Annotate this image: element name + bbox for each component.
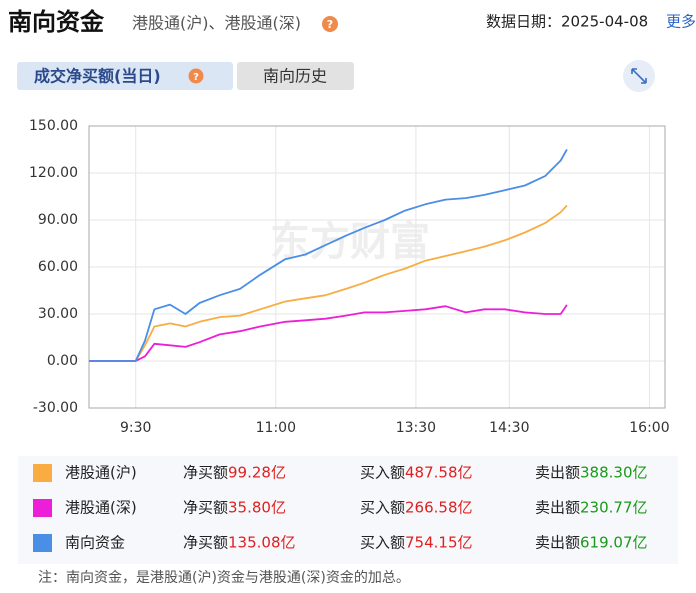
- summary-value: 754.15亿: [405, 534, 473, 552]
- summary-label: 净买额: [183, 499, 228, 517]
- series-line: [89, 304, 568, 362]
- summary-label: 净买额: [183, 464, 228, 482]
- tab-label[interactable]: 成交净买额(当日): [34, 67, 161, 86]
- x-tick-label: 11:00: [256, 420, 296, 436]
- series-line: [89, 204, 568, 362]
- help-icon[interactable]: ?: [327, 18, 333, 31]
- legend-label: 南向资金: [65, 534, 125, 552]
- summary-value: 35.80亿: [228, 499, 286, 517]
- y-tick-label: 0.00: [47, 353, 78, 369]
- summary-label: 卖出额: [535, 464, 580, 482]
- summary-label: 买入额: [360, 464, 405, 482]
- summary-label: 卖出额: [535, 534, 580, 552]
- y-tick-label: 30.00: [38, 306, 78, 322]
- summary-value: 388.30亿: [580, 464, 648, 482]
- legend-label: 港股通(沪): [65, 464, 137, 482]
- summary-value: 619.07亿: [580, 534, 648, 552]
- legend-swatch: [33, 499, 52, 517]
- y-tick-label: 150.00: [29, 118, 78, 134]
- summary-value: 266.58亿: [405, 499, 473, 517]
- tab-label[interactable]: 南向历史: [263, 67, 327, 86]
- summary-value: 135.08亿: [228, 534, 296, 552]
- legend-swatch: [33, 534, 52, 552]
- plot-frame: [88, 125, 666, 409]
- tab-active[interactable]: [17, 62, 233, 90]
- summary-label: 净买额: [183, 534, 228, 552]
- expand-icon: [631, 68, 647, 84]
- y-tick-label: -30.00: [33, 400, 78, 416]
- summary-label: 买入额: [360, 499, 405, 517]
- series-line: [89, 148, 568, 362]
- subtitle: 港股通(沪)、港股通(深): [132, 14, 301, 33]
- x-tick-label: 13:30: [396, 420, 436, 436]
- y-tick-label: 90.00: [38, 212, 78, 228]
- y-tick-label: 60.00: [38, 259, 78, 275]
- plot: 东方财富 -30.00 0.00 30.00 60.00 90.00 120.00 150.0…: [29, 118, 670, 436]
- help-icon[interactable]: ?: [193, 72, 199, 83]
- summary-label: 卖出额: [535, 499, 580, 517]
- legend-panel: [18, 456, 678, 564]
- summary-value: 99.28亿: [228, 464, 286, 482]
- watermark: 东方财富: [270, 219, 430, 265]
- x-tick-label: 9:30: [120, 420, 151, 436]
- x-tick-label: 14:30: [489, 420, 529, 436]
- summary-label: 买入额: [360, 534, 405, 552]
- note: 注：南向资金，是港股通(沪)资金与港股通(深)资金的加总。: [38, 570, 410, 586]
- legend-swatch: [33, 464, 52, 482]
- help-icon-bg[interactable]: [322, 16, 338, 32]
- help-icon-bg[interactable]: [188, 68, 204, 84]
- summary-value: 230.77亿: [580, 499, 648, 517]
- legend: 港股通(沪) 净买额 99.28亿 买入额 487.58亿 卖出额 388.30亿港股通(深…: [33, 464, 648, 552]
- y-tick-label: 120.00: [29, 165, 78, 181]
- summary-value: 487.58亿: [405, 464, 473, 482]
- more-link[interactable]: 更多: [666, 13, 696, 31]
- page-title: 南向资金: [8, 8, 105, 36]
- tab[interactable]: [237, 62, 354, 90]
- x-tick-label: 16:00: [629, 420, 669, 436]
- legend-label: 港股通(深): [65, 499, 137, 517]
- data-date: 数据日期：2025-04-08: [486, 13, 648, 31]
